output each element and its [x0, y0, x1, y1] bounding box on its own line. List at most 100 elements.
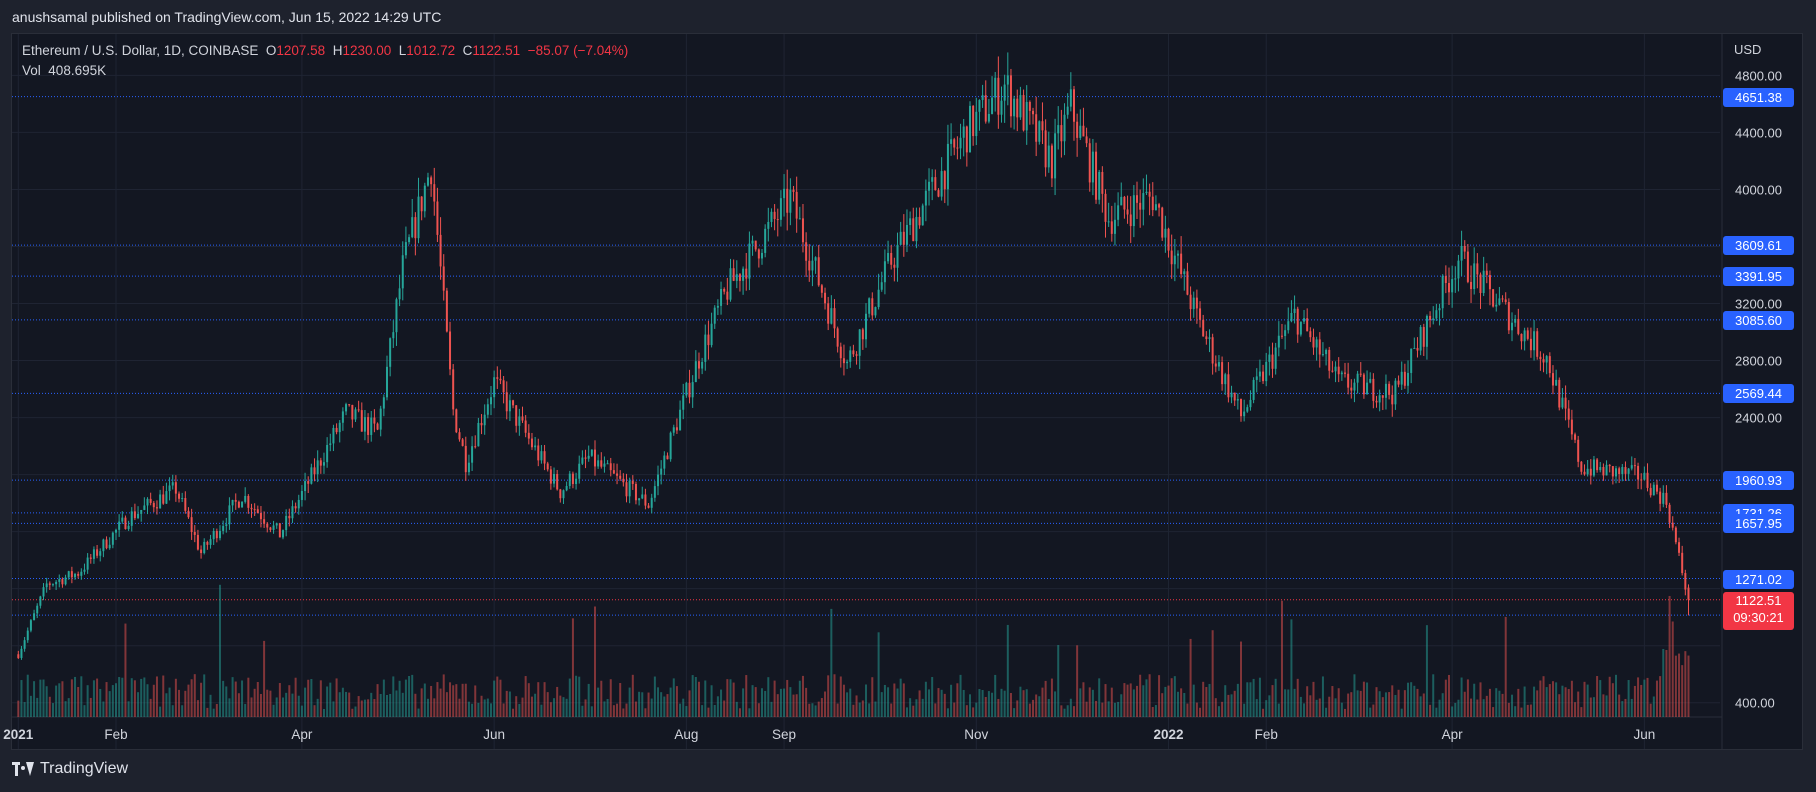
candle-body [1243, 411, 1246, 417]
volume-bar [1580, 707, 1583, 717]
volume-bar [423, 683, 426, 717]
volume-bar [795, 694, 798, 717]
candle-body [965, 126, 968, 153]
candle-body [1192, 297, 1195, 310]
candle-body [619, 475, 622, 479]
candle-body [981, 95, 984, 101]
candle-body [105, 539, 108, 549]
x-tick-label: Jun [1633, 727, 1655, 742]
volume-bar [1378, 691, 1381, 717]
volume-bar [1293, 688, 1296, 717]
volume-bar [1192, 684, 1195, 717]
y-tick-label: 2400.00 [1735, 411, 1782, 426]
volume-bar [1388, 692, 1391, 717]
volume-bar [1299, 696, 1302, 717]
volume-bar [934, 703, 937, 717]
volume-bar [1154, 705, 1157, 717]
candle-body [278, 523, 281, 538]
candle-body [382, 397, 385, 409]
candle-body [918, 216, 921, 226]
candle-body [575, 478, 578, 485]
candle-body [329, 443, 332, 445]
volume-bar [67, 698, 70, 717]
volume-bar [1520, 707, 1523, 717]
candle-body [1410, 348, 1413, 373]
volume-bar [754, 687, 757, 717]
candle-body [644, 494, 647, 506]
candle-body [237, 501, 240, 508]
volume-bar [1072, 706, 1075, 717]
candle-body [590, 449, 593, 456]
candle-body [1599, 467, 1602, 471]
volume-bar [80, 676, 83, 717]
level-price-tag: 1271.02 [1723, 569, 1794, 589]
volume-bar [581, 705, 584, 717]
candle-body [77, 573, 80, 576]
volume-bar [1637, 677, 1640, 717]
volume-bar [880, 692, 883, 717]
volume-bar [1079, 688, 1082, 717]
candle-body [1662, 492, 1665, 504]
volume-bar [1410, 682, 1413, 717]
candle-body [625, 482, 628, 497]
open-label: O [265, 43, 277, 58]
volume-bar [962, 689, 965, 717]
volume-bar [1066, 705, 1069, 717]
volume-bar [697, 681, 700, 717]
bar-countdown: 09:30:21 [1733, 609, 1784, 625]
volume-bar [266, 689, 269, 717]
volume-bar [1246, 682, 1249, 717]
candle-body [1205, 336, 1208, 340]
candle-body [146, 498, 149, 506]
candle-body [1435, 310, 1438, 319]
volume-bar [723, 700, 726, 717]
candle-body [304, 481, 307, 492]
volume-bar [789, 687, 792, 717]
candle-body [584, 457, 587, 459]
candle-body [679, 409, 682, 431]
volume-bar [1142, 685, 1145, 717]
candle-body [348, 404, 351, 406]
candle-body [483, 414, 486, 426]
volume-bar [1306, 686, 1309, 717]
candle-body [335, 427, 338, 433]
volume-bar [225, 686, 228, 717]
candle-body [181, 498, 184, 500]
candle-body [474, 446, 477, 448]
volume-bar [978, 689, 981, 717]
candle-body [606, 463, 609, 465]
volume-bar [1627, 680, 1630, 717]
candle-body [1438, 308, 1441, 311]
candle-body [1170, 250, 1173, 265]
candle-body [1299, 321, 1302, 335]
volume-bar [404, 679, 407, 717]
candle-body [130, 511, 133, 526]
volume-bar [77, 687, 80, 717]
candle-body [1495, 304, 1498, 307]
volume-bar [26, 674, 29, 717]
volume-bar [675, 686, 678, 717]
volume-bar [679, 703, 682, 717]
volume-bar [1555, 682, 1558, 717]
volume-bar [748, 708, 751, 717]
candle-body [33, 613, 36, 621]
volume-bar [720, 689, 723, 717]
volume-bar [146, 684, 149, 717]
candle-body [127, 525, 130, 530]
volume-bar [836, 703, 839, 717]
volume-bar [1296, 678, 1299, 717]
candle-body [1072, 89, 1075, 122]
candle-body [795, 191, 798, 219]
volume-bar [1674, 655, 1677, 717]
volume-bar [1514, 706, 1517, 717]
volume-bar [96, 678, 99, 717]
candle-body [1003, 84, 1006, 101]
candle-body [1514, 318, 1517, 323]
volume-bar [1640, 684, 1643, 717]
volume-bar [1321, 676, 1324, 717]
volume-bar [505, 690, 508, 717]
x-tick-label: Apr [1442, 727, 1464, 742]
candle-body [527, 432, 530, 439]
candle-body [1678, 542, 1681, 553]
